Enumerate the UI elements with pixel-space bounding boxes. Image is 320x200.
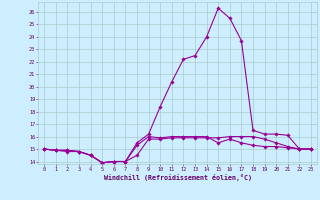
X-axis label: Windchill (Refroidissement éolien,°C): Windchill (Refroidissement éolien,°C) [104, 174, 252, 181]
